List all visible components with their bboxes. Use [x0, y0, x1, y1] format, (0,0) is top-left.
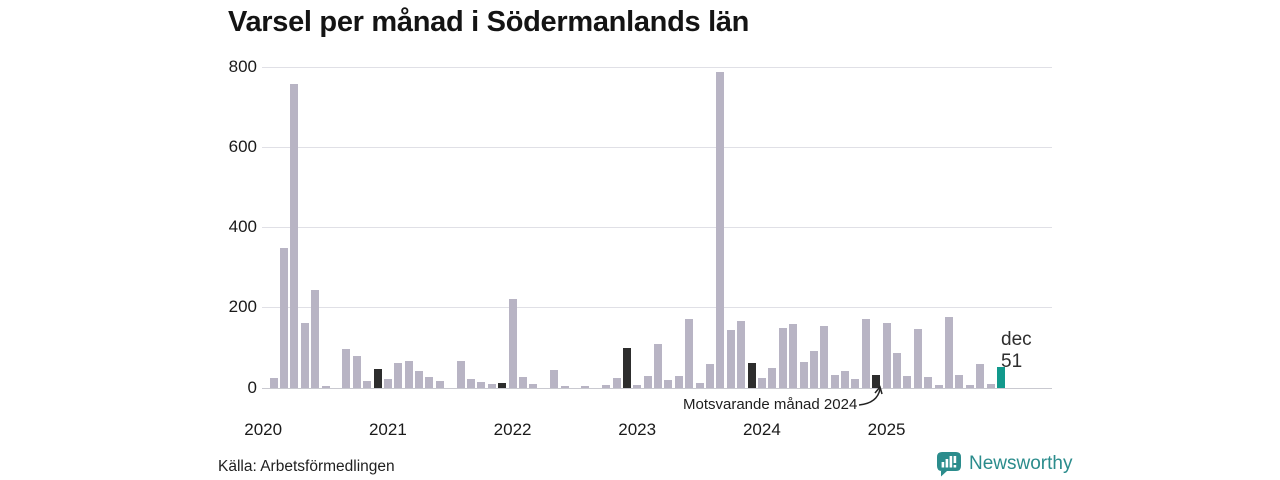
annotation-text: Motsvarande månad 2024 [683, 396, 858, 413]
y-axis-tick-600: 600 [228, 136, 257, 156]
bar-2023-m3 [654, 344, 662, 388]
newsworthy-bubble-icon [937, 452, 961, 477]
bar-2024-m8 [830, 374, 839, 388]
bar-2023-m11 [737, 320, 746, 388]
gridline-200 [262, 307, 1052, 309]
bar-2022-m6 [560, 386, 569, 388]
bar-2022-m12 [622, 347, 631, 388]
bar-2023-m2 [643, 376, 652, 388]
bar-2025-m9 [965, 384, 974, 388]
bar-2025-m11 [986, 384, 995, 388]
bar-2025-m6 [934, 384, 943, 388]
bar-2024-m2 [768, 367, 777, 388]
bar-2020-m3 [280, 247, 288, 388]
bar-2023-m4 [664, 380, 673, 388]
latest-month-value: 51 [1001, 351, 1023, 372]
bar-2022-m5 [550, 369, 559, 388]
newsworthy-logo: Newsworthy [936, 451, 1072, 477]
y-axis-tick-400: 400 [228, 217, 257, 237]
gridline-400 [262, 227, 1052, 229]
bar-2023-m9 [716, 71, 725, 388]
y-axis-tick-800: 800 [228, 56, 257, 76]
newsworthy-wordmark: Newsworthy [969, 453, 1073, 474]
y-axis-tick-200: 200 [228, 297, 257, 317]
bar-2021-m9 [467, 378, 475, 388]
bar-2023-m10 [726, 329, 735, 388]
bar-2025-m4 [913, 329, 922, 388]
bar-2020-m9 [342, 349, 351, 388]
latest-month-label: dec 51 [1001, 329, 1032, 373]
bar-2024-m9 [841, 370, 849, 388]
bar-2023-m8 [706, 363, 714, 388]
bar-2020-m7 [321, 386, 330, 388]
source-label: Källa: Arbetsförmedlingen [218, 458, 395, 475]
x-axis-label-2022: 2022 [493, 420, 532, 439]
bar-2022-m10 [602, 384, 611, 388]
x-axis-label-2023: 2023 [618, 420, 657, 439]
bar-2020-m4 [290, 84, 299, 388]
gridline-0 [262, 387, 1052, 389]
bar-2022-m1 [508, 299, 517, 388]
bar-2024-m6 [809, 350, 818, 388]
bar-2022-m2 [519, 377, 527, 388]
bar-2025-m3 [903, 376, 912, 388]
annotation-label: Motsvarande månad 2024 [683, 396, 857, 413]
bar-2025-m10 [976, 364, 985, 388]
bar-2021-m8 [456, 360, 465, 388]
chart-title: Varsel per månad i Södermanlands län [228, 6, 750, 38]
bar-2020-m12 [373, 369, 382, 388]
bar-2025-m8 [955, 374, 964, 388]
bar-2023-m5 [674, 375, 683, 388]
bar-2021-m1 [383, 378, 392, 388]
bar-2020-m11 [363, 380, 372, 388]
bar-2020-m6 [311, 290, 320, 388]
bar-2021-m12 [498, 382, 507, 388]
bar-2021-m10 [477, 382, 486, 388]
bar-2023-m6 [685, 319, 694, 388]
x-axis-label-2020: 2020 [244, 420, 283, 439]
bar-2025-m12 [996, 367, 1005, 388]
bar-2025-m7 [944, 316, 953, 388]
bar-2025-m5 [924, 377, 933, 388]
y-axis-tick-0: 0 [247, 377, 257, 397]
bar-2024-m12 [872, 374, 881, 388]
bar-2024-m5 [799, 362, 808, 388]
bar-2020-m2 [269, 377, 278, 388]
bar-2021-m3 [404, 360, 413, 388]
bar-2023-m12 [747, 363, 756, 388]
bar-2022-m3 [529, 384, 538, 388]
bar-2021-m2 [394, 363, 403, 388]
bar-2023-m1 [633, 384, 642, 388]
bar-2021-m6 [435, 381, 444, 388]
bar-2024-m11 [861, 319, 870, 388]
bar-2025-m1 [882, 322, 891, 388]
bar-2020-m5 [300, 323, 309, 388]
bar-2021-m4 [415, 370, 424, 388]
bar-2022-m8 [581, 385, 590, 388]
gridline-600 [262, 146, 1052, 148]
x-axis-label-2024: 2024 [742, 420, 781, 439]
latest-month-name: dec [1001, 329, 1032, 350]
x-axis-label-2025: 2025 [867, 420, 906, 439]
bar-2021-m11 [487, 384, 496, 388]
x-axis-label-2021: 2021 [368, 420, 407, 439]
gridline-800 [262, 66, 1052, 68]
bar-2024-m10 [851, 378, 860, 388]
bar-2024-m1 [757, 377, 766, 388]
bar-2020-m10 [352, 356, 361, 388]
bar-2024-m4 [789, 324, 798, 388]
bar-2023-m7 [695, 383, 704, 388]
bar-2024-m3 [778, 327, 787, 388]
bar-2025-m2 [893, 353, 901, 388]
bar-2022-m11 [612, 377, 621, 388]
bar-2021-m5 [425, 376, 434, 388]
annotation-arrow-icon [858, 385, 883, 406]
bar-2024-m7 [820, 325, 829, 388]
